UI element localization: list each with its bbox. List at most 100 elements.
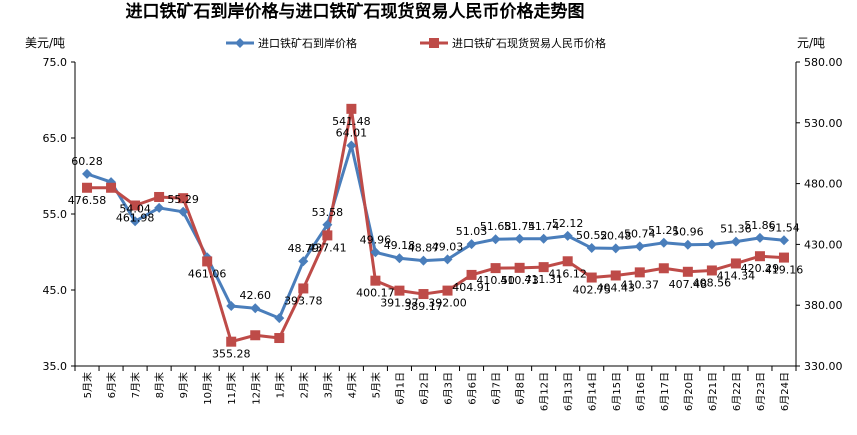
data-label-rmb: 461.06 bbox=[188, 267, 227, 280]
left-tick-label: 75.0 bbox=[43, 56, 68, 69]
data-point-rmb bbox=[370, 275, 381, 286]
data-label-cif: 50.52 bbox=[576, 229, 608, 242]
x-tick-label: 9月末 bbox=[177, 372, 190, 398]
data-point-rmb bbox=[274, 333, 285, 344]
data-point-rmb bbox=[562, 256, 573, 267]
data-point-rmb bbox=[754, 251, 765, 262]
x-tick-label: 5月末 bbox=[369, 372, 382, 398]
x-tick-label: 6月1日 bbox=[394, 372, 406, 405]
right-tick-label: 480.00 bbox=[804, 178, 843, 191]
legend-marker-rmb bbox=[429, 38, 439, 48]
data-point-cif bbox=[562, 230, 573, 241]
x-tick-label: 3月末 bbox=[321, 372, 334, 398]
data-label-cif: 48.87 bbox=[408, 242, 440, 255]
x-tick-label: 6月12日 bbox=[539, 372, 551, 411]
x-tick-label: 6月13日 bbox=[563, 372, 575, 411]
data-point-cif bbox=[394, 253, 405, 264]
data-point-cif bbox=[178, 206, 189, 217]
x-tick-label: 6月末 bbox=[105, 372, 118, 398]
data-point-cif bbox=[322, 219, 333, 230]
data-point-rmb bbox=[130, 200, 141, 211]
data-point-rmb bbox=[730, 258, 741, 269]
data-point-cif bbox=[778, 235, 789, 246]
data-point-cif bbox=[514, 233, 525, 244]
data-point-rmb bbox=[442, 285, 453, 296]
data-point-rmb bbox=[418, 289, 429, 300]
left-tick-label: 65.0 bbox=[43, 132, 68, 145]
data-point-rmb bbox=[706, 265, 717, 276]
data-label-rmb: 541.48 bbox=[332, 115, 371, 128]
data-label-cif: 51.03 bbox=[456, 225, 488, 238]
data-label-rmb: 410.73 bbox=[500, 274, 539, 287]
right-tick-label: 330.00 bbox=[804, 360, 843, 373]
data-label-rmb: 410.50 bbox=[476, 274, 515, 287]
data-point-rmb bbox=[226, 336, 237, 347]
data-point-cif bbox=[682, 239, 693, 250]
data-point-cif bbox=[658, 237, 669, 248]
data-point-cif bbox=[82, 168, 93, 179]
legend: 进口铁矿石到岸价格 进口铁矿石现货贸易人民币价格 bbox=[226, 36, 606, 50]
x-tick-label: 6月24日 bbox=[779, 372, 791, 411]
x-tick-label: 6月16日 bbox=[635, 372, 647, 411]
data-label-rmb: 404.91 bbox=[452, 281, 491, 294]
data-label-cif: 51.86 bbox=[744, 219, 776, 232]
data-point-rmb bbox=[490, 263, 501, 274]
data-point-rmb bbox=[322, 230, 333, 241]
legend-label-rmb: 进口铁矿石现货贸易人民币价格 bbox=[452, 36, 606, 50]
data-point-rmb bbox=[298, 283, 309, 294]
data-label-cif: 52.12 bbox=[552, 217, 584, 230]
x-tick-label: 6月3日 bbox=[443, 372, 455, 405]
data-point-cif bbox=[466, 239, 477, 250]
data-label-cif: 60.28 bbox=[71, 155, 103, 168]
data-point-rmb bbox=[82, 182, 93, 193]
data-point-rmb bbox=[586, 272, 597, 283]
x-tick-label: 6月8日 bbox=[515, 372, 527, 405]
x-tick-label: 10月末 bbox=[201, 372, 214, 405]
data-label-cif: 51.68 bbox=[480, 220, 512, 233]
legend-marker-cif bbox=[235, 38, 245, 48]
data-label-cif: 50.74 bbox=[624, 227, 656, 240]
data-point-cif bbox=[610, 243, 621, 254]
data-point-rmb bbox=[778, 252, 789, 263]
data-label-cif: 49.03 bbox=[432, 240, 464, 253]
data-label-rmb: 404.43 bbox=[597, 281, 636, 294]
data-label-cif: 50.96 bbox=[672, 226, 704, 239]
data-label-rmb: 408.56 bbox=[693, 276, 732, 289]
data-point-rmb bbox=[202, 256, 213, 267]
x-tick-label: 6月14日 bbox=[587, 372, 599, 411]
data-point-cif bbox=[130, 216, 141, 227]
series-markers bbox=[82, 103, 789, 347]
data-point-rmb bbox=[610, 270, 621, 281]
x-tick-label: 6月17日 bbox=[659, 372, 671, 411]
chart-title: 进口铁矿石到岸价格与进口铁矿石现货贸易人民币价格走势图 bbox=[126, 1, 585, 22]
data-label-rmb: 402.75 bbox=[572, 284, 611, 297]
data-label-cif: 51.21 bbox=[648, 224, 680, 237]
right-tick-label: 380.00 bbox=[804, 299, 843, 312]
data-point-cif bbox=[370, 247, 381, 258]
data-point-cif bbox=[226, 300, 237, 311]
data-label-rmb: 400.17 bbox=[356, 287, 395, 300]
right-axis-label: 元/吨 bbox=[797, 36, 825, 50]
x-tick-label: 4月末 bbox=[345, 372, 358, 398]
data-label-cif: 50.48 bbox=[600, 229, 632, 242]
right-tick-label: 430.00 bbox=[804, 238, 843, 251]
data-point-cif bbox=[730, 236, 741, 247]
x-tick-label: 1月末 bbox=[273, 372, 286, 398]
data-point-cif bbox=[274, 313, 285, 324]
x-tick-label: 6月20日 bbox=[683, 372, 695, 411]
right-axis-ticks: 330.00 380.00 430.00 480.00 530.00 580.00 bbox=[796, 56, 843, 373]
x-tick-label: 6月21日 bbox=[707, 372, 719, 411]
data-label-rmb: 410.37 bbox=[621, 278, 660, 291]
data-point-cif bbox=[418, 255, 429, 266]
data-label-rmb: 355.28 bbox=[212, 348, 251, 361]
x-tick-label: 12月末 bbox=[249, 372, 262, 405]
x-tick-label: 11月末 bbox=[225, 372, 238, 405]
x-tick-label: 6月22日 bbox=[731, 372, 743, 411]
data-label-cif: 55.29 bbox=[167, 193, 199, 206]
left-tick-label: 55.0 bbox=[43, 208, 68, 221]
data-label-rmb: 407.48 bbox=[669, 278, 708, 291]
data-label-cif: 54.04 bbox=[119, 202, 151, 215]
data-point-cif bbox=[634, 241, 645, 252]
data-point-rmb bbox=[106, 182, 117, 193]
x-tick-label: 2月末 bbox=[297, 372, 310, 398]
